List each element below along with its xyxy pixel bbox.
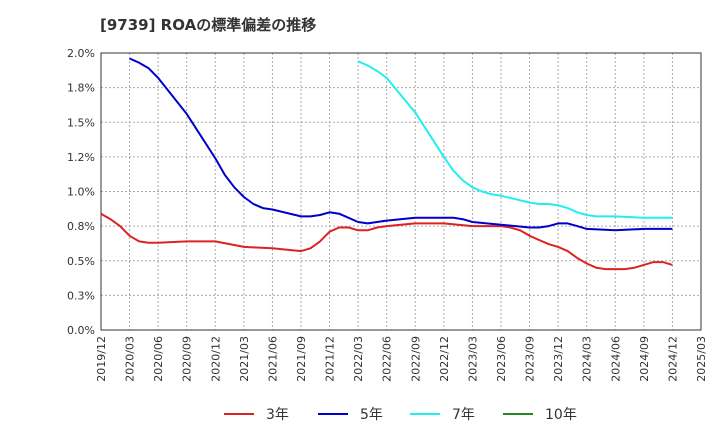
legend-label-7年: 7年 [452, 407, 475, 423]
x-tick-label: 2023/12 [552, 336, 565, 382]
x-tick-label: 2021/03 [238, 336, 251, 382]
x-tick-label: 2020/06 [152, 336, 165, 382]
y-tick-label: 0.0% [67, 324, 95, 337]
y-tick-label: 1.8% [67, 82, 95, 95]
x-tick-label: 2020/03 [124, 336, 137, 382]
x-tick-label: 2019/12 [95, 336, 108, 382]
chart-title: [9739] ROAの標準偏差の推移 [100, 16, 317, 34]
x-tick-label: 2021/06 [266, 336, 279, 382]
x-tick-label: 2021/12 [324, 336, 337, 382]
y-tick-label: 1.0% [67, 186, 95, 199]
legend-label-5年: 5年 [360, 407, 383, 423]
series-line-5年 [129, 57, 673, 232]
series-line-3年 [100, 212, 673, 271]
x-tick-label: 2023/09 [524, 336, 537, 382]
y-tick-label: 0.3% [67, 289, 95, 302]
legend-label-10年: 10年 [545, 407, 577, 423]
legend-label-3年: 3年 [266, 407, 289, 423]
x-tick-label: 2022/09 [409, 336, 422, 382]
y-tick-label: 1.2% [67, 151, 95, 164]
x-tick-label: 2023/06 [495, 336, 508, 382]
x-tick-label: 2022/12 [438, 336, 451, 382]
y-tick-label: 0.5% [67, 255, 95, 268]
x-tick-label: 2020/12 [209, 336, 222, 382]
x-tick-label: 2025/03 [695, 336, 708, 382]
y-tick-label: 0.8% [67, 220, 95, 233]
x-tick-label: 2024/03 [581, 336, 594, 382]
x-tick-label: 2024/09 [638, 336, 651, 382]
y-tick-label: 1.5% [67, 116, 95, 129]
series-line-7年 [357, 60, 673, 219]
plot-frame [100, 52, 702, 331]
x-tick-label: 2024/06 [609, 336, 622, 382]
x-tick-label: 2023/03 [466, 336, 479, 382]
x-tick-label: 2022/03 [352, 336, 365, 382]
x-tick-label: 2020/09 [181, 336, 194, 382]
x-tick-label: 2022/06 [381, 336, 394, 382]
y-tick-label: 2.0% [67, 47, 95, 60]
x-tick-label: 2021/09 [295, 336, 308, 382]
x-tick-label: 2024/12 [666, 336, 679, 382]
